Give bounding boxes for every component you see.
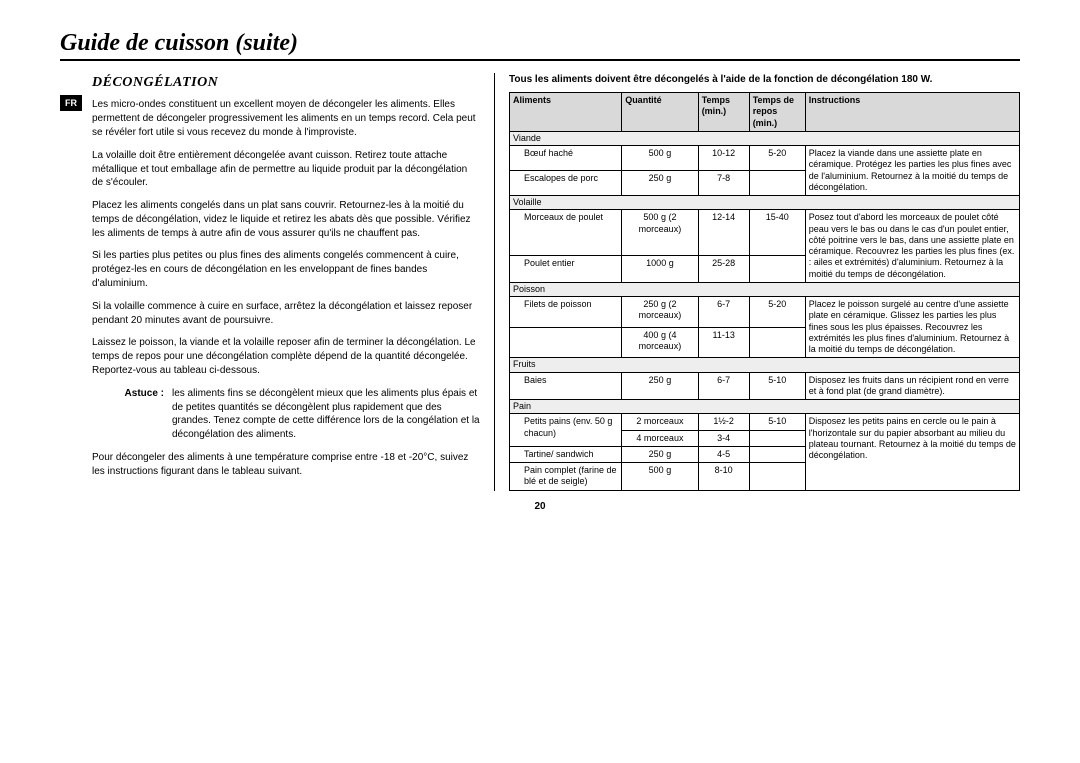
cell-food: Pain complet (farine de blé et de seigle… — [510, 463, 622, 491]
cell-qty: 1000 g — [622, 256, 699, 283]
category-row: Fruits — [510, 358, 1020, 372]
cell-time: 4-5 — [698, 446, 749, 462]
cell-rest — [749, 171, 805, 196]
cell-food: Petits pains (env. 50 g chacun) — [510, 414, 622, 447]
cell-qty: 500 g — [622, 463, 699, 491]
cell-time: 6-7 — [698, 372, 749, 400]
cell-qty: 250 g — [622, 372, 699, 400]
cell-rest: 5-10 — [749, 372, 805, 400]
cell-food: Bœuf haché — [510, 146, 622, 171]
cell-time: 10-12 — [698, 146, 749, 171]
cell-time: 8-10 — [698, 463, 749, 491]
category-row: Poisson — [510, 282, 1020, 296]
paragraph: Si les parties plus petites ou plus fine… — [92, 249, 480, 290]
cell-instr: Posez tout d'abord les morceaux de poule… — [805, 210, 1019, 283]
section-subtitle: DÉCONGÉLATION — [92, 73, 480, 92]
th-food: Aliments — [510, 93, 622, 132]
paragraph: Les micro-ondes constituent un excellent… — [92, 98, 480, 139]
cell-rest: 5-20 — [749, 297, 805, 328]
cell-qty: 2 morceaux — [622, 414, 699, 430]
cell-rest — [749, 446, 805, 462]
cell-rest — [749, 256, 805, 283]
lang-badge: FR — [60, 95, 82, 111]
cell-instr: Placez le poisson surgelé au centre d'un… — [805, 297, 1019, 358]
cell-food — [510, 327, 622, 358]
th-instr: Instructions — [805, 93, 1019, 132]
cell-rest: 15-40 — [749, 210, 805, 256]
cell-qty: 500 g — [622, 146, 699, 171]
tip-label: Astuce : — [92, 387, 164, 442]
cell-rest: 5-20 — [749, 146, 805, 171]
cell-qty: 250 g (2 morceaux) — [622, 297, 699, 328]
page-number: 20 — [60, 501, 1020, 512]
paragraph: Placez les aliments congelés dans un pla… — [92, 199, 480, 240]
paragraph: Pour décongeler des aliments à une tempé… — [92, 451, 480, 479]
table-intro: Tous les aliments doivent être décongelé… — [509, 73, 1020, 86]
cell-time: 1½-2 — [698, 414, 749, 430]
cell-time: 3-4 — [698, 430, 749, 446]
th-qty: Quantité — [622, 93, 699, 132]
category-row: Viande — [510, 131, 1020, 145]
cell-time: 25-28 — [698, 256, 749, 283]
tip-body: les aliments fins se décongèlent mieux q… — [172, 387, 480, 442]
cell-time: 12-14 — [698, 210, 749, 256]
cell-food: Tartine/ sandwich — [510, 446, 622, 462]
paragraph: Si la volaille commence à cuire en surfa… — [92, 300, 480, 328]
cell-instr: Disposez les petits pains en cercle ou l… — [805, 414, 1019, 490]
cell-food: Baies — [510, 372, 622, 400]
cell-rest — [749, 327, 805, 358]
column-divider — [494, 73, 495, 491]
cell-rest — [749, 463, 805, 491]
cell-time: 7-8 — [698, 171, 749, 196]
cell-instr: Disposez les fruits dans un récipient ro… — [805, 372, 1019, 400]
paragraph: Laissez le poisson, la viande et la vola… — [92, 336, 480, 377]
page-title: Guide de cuisson (suite) — [60, 30, 1020, 61]
cell-time: 11-13 — [698, 327, 749, 358]
cell-qty: 250 g — [622, 446, 699, 462]
defrost-table: Aliments Quantité Temps (min.) Temps de … — [509, 92, 1020, 491]
cell-rest — [749, 430, 805, 446]
th-time: Temps (min.) — [698, 93, 749, 132]
cell-time: 6-7 — [698, 297, 749, 328]
paragraph: La volaille doit être entièrement décong… — [92, 149, 480, 190]
th-rest: Temps de repos (min.) — [749, 93, 805, 132]
cell-food: Morceaux de poulet — [510, 210, 622, 256]
cell-food: Poulet entier — [510, 256, 622, 283]
category-row: Volaille — [510, 196, 1020, 210]
cell-instr: Placez la viande dans une assiette plate… — [805, 146, 1019, 196]
cell-food: Escalopes de porc — [510, 171, 622, 196]
cell-rest: 5-10 — [749, 414, 805, 430]
cell-food: Filets de poisson — [510, 297, 622, 328]
cell-qty: 500 g (2 morceaux) — [622, 210, 699, 256]
cell-qty: 4 morceaux — [622, 430, 699, 446]
cell-qty: 250 g — [622, 171, 699, 196]
category-row: Pain — [510, 400, 1020, 414]
cell-qty: 400 g (4 morceaux) — [622, 327, 699, 358]
